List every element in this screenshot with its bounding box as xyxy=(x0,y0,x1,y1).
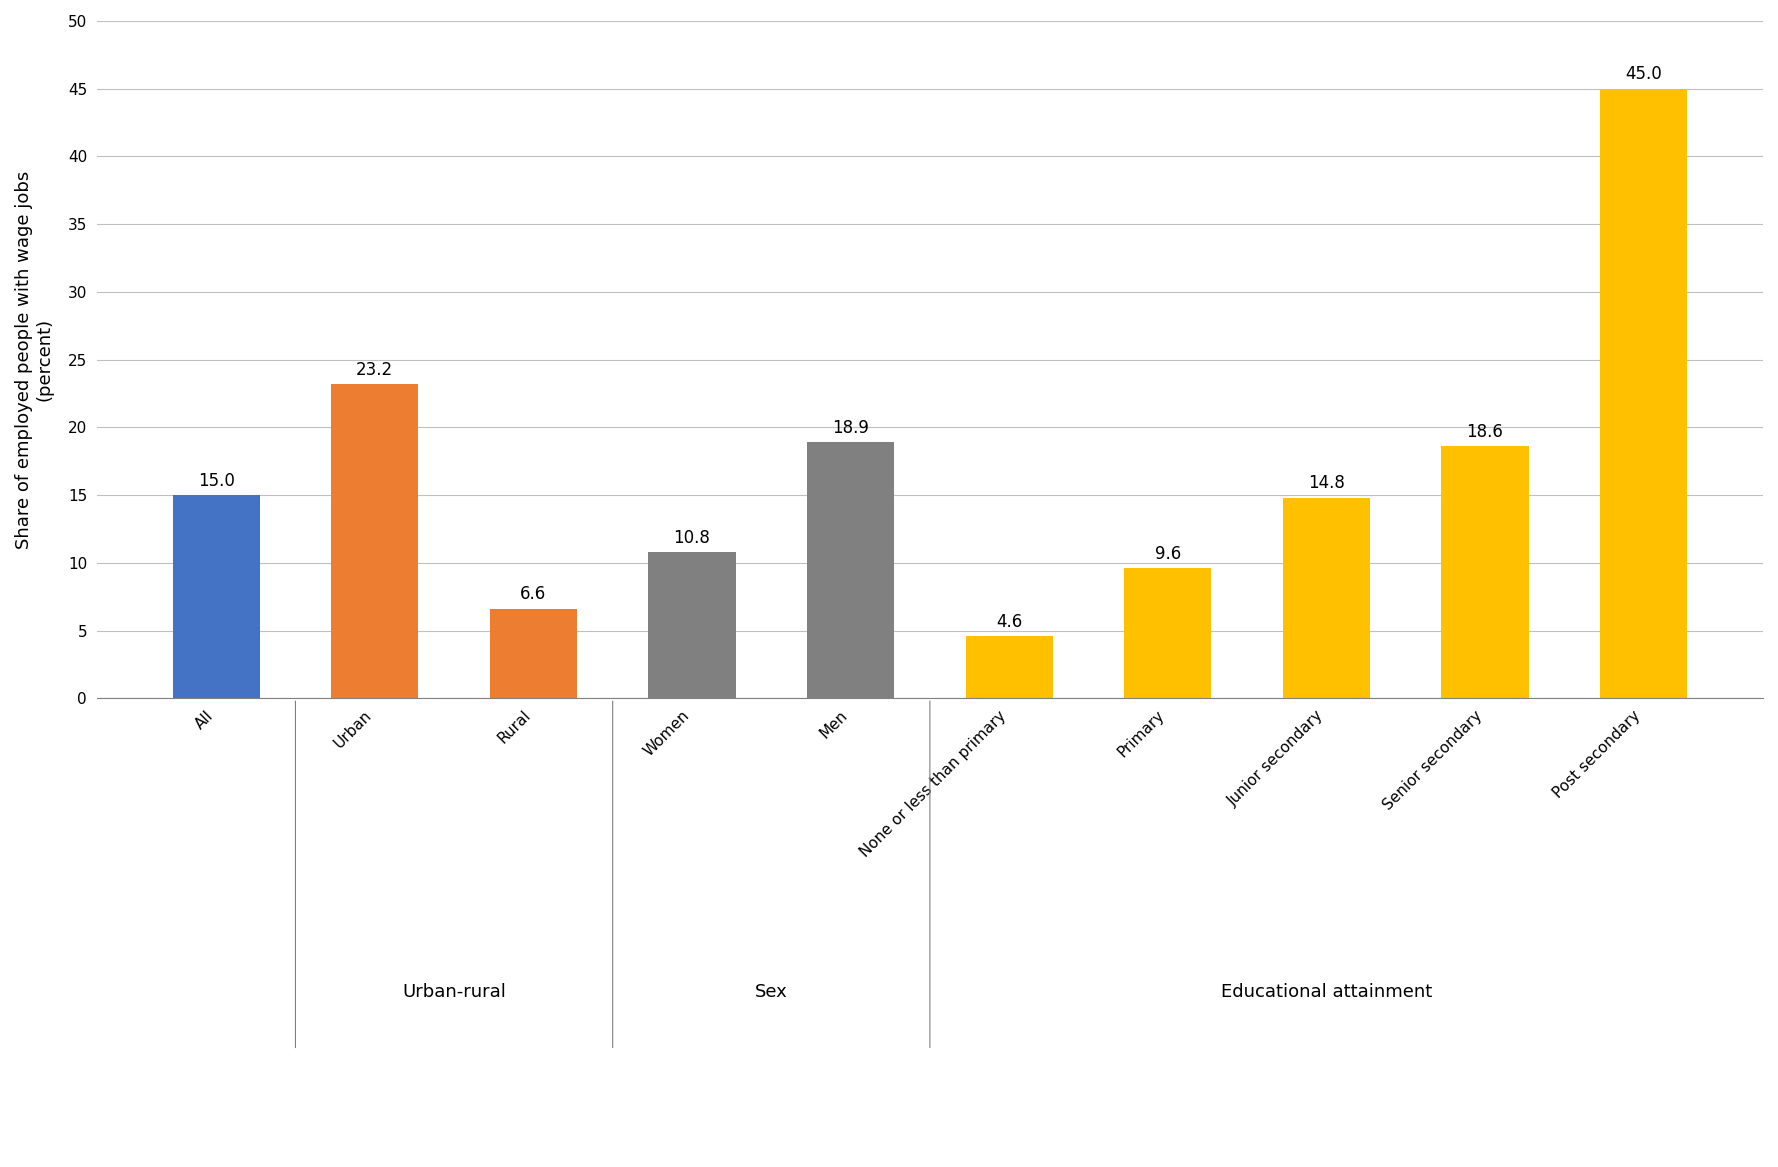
Bar xyxy=(172,495,260,698)
Text: Urban-rural: Urban-rural xyxy=(402,983,507,1000)
Bar xyxy=(489,609,578,698)
Text: 18.9: 18.9 xyxy=(832,419,869,436)
Bar xyxy=(1282,498,1371,698)
Bar xyxy=(649,552,736,698)
Text: Sex: Sex xyxy=(756,983,788,1000)
Bar xyxy=(1124,568,1211,698)
Bar xyxy=(1442,446,1529,698)
Bar xyxy=(331,384,418,698)
Bar xyxy=(965,636,1053,698)
Bar xyxy=(1600,89,1687,698)
Text: 4.6: 4.6 xyxy=(996,613,1022,630)
Y-axis label: Share of employed people with wage jobs
(percent): Share of employed people with wage jobs … xyxy=(14,170,53,548)
Text: 18.6: 18.6 xyxy=(1467,422,1504,441)
Text: 23.2: 23.2 xyxy=(356,361,393,378)
Text: 45.0: 45.0 xyxy=(1625,65,1662,83)
Text: 9.6: 9.6 xyxy=(1154,545,1181,562)
Text: Educational attainment: Educational attainment xyxy=(1221,983,1431,1000)
Text: 15.0: 15.0 xyxy=(197,471,235,490)
Bar xyxy=(807,442,894,698)
Text: 6.6: 6.6 xyxy=(521,586,546,603)
Text: 10.8: 10.8 xyxy=(674,529,711,546)
Text: 14.8: 14.8 xyxy=(1309,474,1344,492)
